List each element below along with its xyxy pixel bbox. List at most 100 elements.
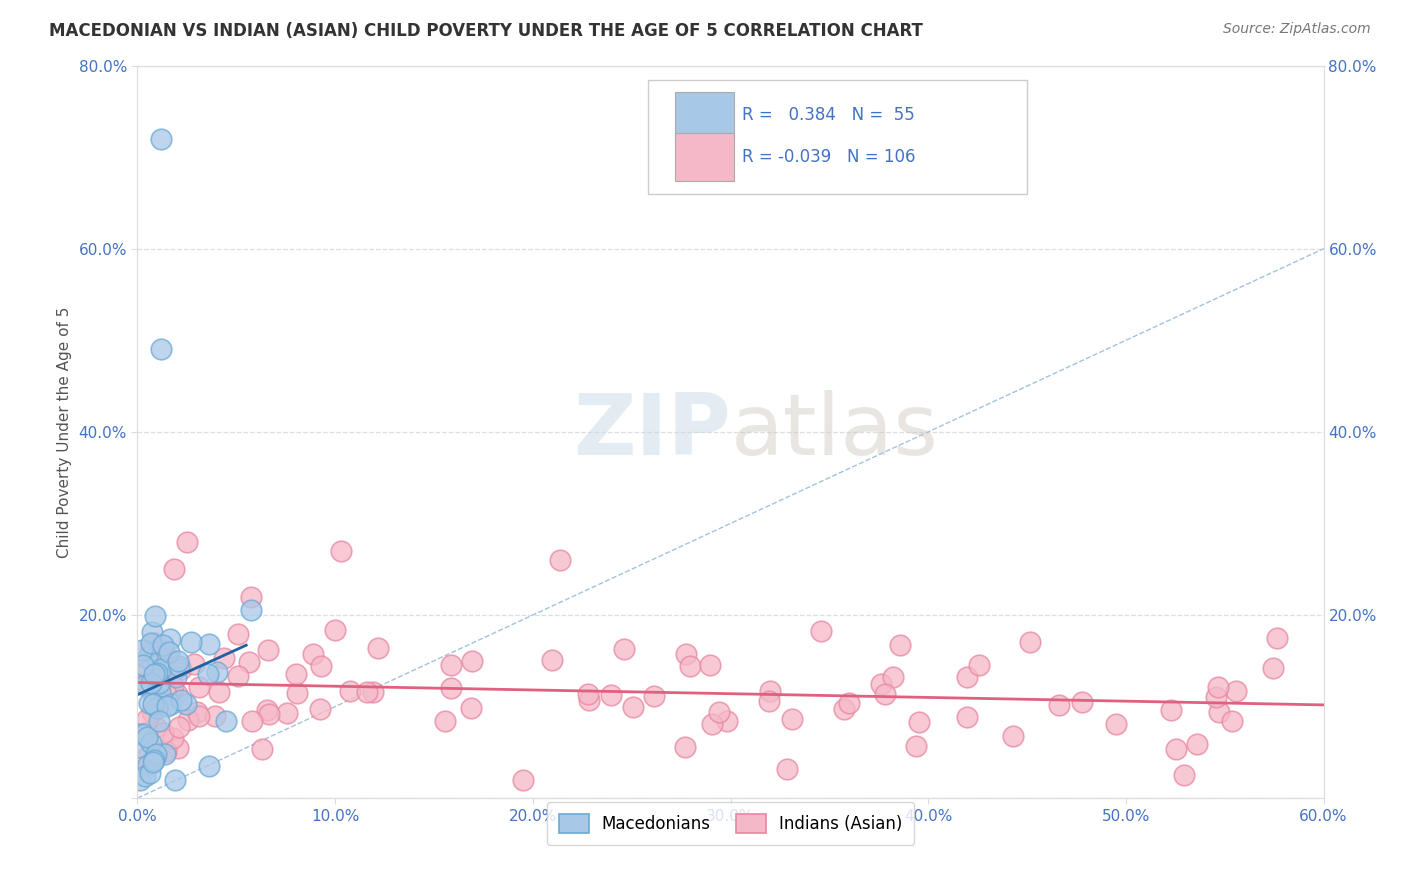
Point: [180, 634, 202, 648]
Y-axis label: Child Poverty Under the Age of 5: Child Poverty Under the Age of 5: [58, 306, 72, 558]
Point: [160, 697, 183, 711]
Point: [550, 553, 572, 567]
Point: [440, 681, 463, 695]
Point: [162, 679, 184, 693]
Point: [512, 772, 534, 787]
Point: [356, 685, 378, 699]
Point: [146, 698, 169, 713]
Point: [197, 759, 219, 773]
Point: [285, 666, 308, 681]
Point: [323, 623, 346, 637]
Point: [132, 658, 155, 673]
Point: [460, 654, 482, 668]
Point: [578, 693, 600, 707]
Point: [1001, 730, 1024, 744]
Point: [256, 643, 278, 657]
Point: [163, 562, 186, 576]
Text: MACEDONIAN VS INDIAN (ASIAN) CHILD POVERTY UNDER THE AGE OF 5 CORRELATION CHART: MACEDONIAN VS INDIAN (ASIAN) CHILD POVER…: [49, 22, 924, 40]
Point: [904, 739, 927, 754]
Point: [143, 753, 166, 767]
Point: [155, 744, 177, 758]
Point: [134, 678, 156, 692]
FancyBboxPatch shape: [675, 92, 734, 139]
Point: [150, 662, 173, 676]
Point: [1208, 706, 1230, 720]
Point: [152, 638, 174, 652]
Point: [439, 657, 461, 672]
Point: [621, 700, 644, 714]
Point: [167, 658, 190, 673]
Point: [257, 707, 280, 722]
Point: [136, 750, 159, 764]
Point: [1206, 680, 1229, 694]
Point: [145, 668, 167, 682]
Point: [143, 750, 166, 764]
Point: [150, 653, 173, 667]
Point: [716, 714, 738, 728]
Point: [204, 709, 226, 723]
Point: [276, 706, 298, 720]
Point: [162, 731, 184, 745]
Point: [776, 762, 799, 776]
Point: [146, 657, 169, 671]
Point: [238, 656, 260, 670]
Point: [679, 659, 702, 673]
Point: [197, 637, 219, 651]
Point: [131, 643, 153, 657]
Point: [226, 668, 249, 682]
Text: Source: ZipAtlas.com: Source: ZipAtlas.com: [1223, 22, 1371, 37]
Point: [183, 657, 205, 671]
Point: [145, 720, 167, 734]
Point: [600, 688, 623, 702]
Point: [187, 709, 209, 723]
Point: [134, 727, 156, 741]
Point: [134, 769, 156, 783]
Point: [758, 683, 780, 698]
Point: [155, 687, 177, 701]
Point: [176, 534, 198, 549]
Point: [155, 649, 177, 664]
Point: [139, 766, 162, 780]
Point: [136, 712, 159, 726]
Text: atlas: atlas: [731, 391, 939, 474]
Point: [167, 720, 190, 734]
Point: [141, 676, 163, 690]
Point: [141, 624, 163, 639]
Point: [127, 740, 149, 755]
Point: [613, 642, 636, 657]
Point: [1225, 683, 1247, 698]
Point: [810, 624, 832, 639]
Point: [142, 755, 165, 769]
Point: [208, 684, 231, 698]
Point: [139, 736, 162, 750]
Point: [152, 726, 174, 740]
Point: [285, 686, 308, 700]
Point: [1019, 634, 1042, 648]
Point: [329, 544, 352, 558]
Point: [197, 667, 219, 681]
Point: [367, 641, 389, 656]
Point: [1185, 737, 1208, 751]
Point: [150, 132, 173, 146]
Point: [1265, 631, 1288, 645]
Point: [832, 702, 855, 716]
Point: [780, 712, 803, 726]
Point: [889, 639, 911, 653]
Point: [838, 696, 860, 710]
Point: [361, 685, 384, 699]
Point: [707, 705, 730, 719]
Point: [145, 701, 167, 715]
Point: [1070, 695, 1092, 709]
Point: [673, 740, 696, 755]
Point: [1160, 703, 1182, 717]
Point: [141, 705, 163, 719]
Legend: Macedonians, Indians (Asian): Macedonians, Indians (Asian): [547, 802, 914, 845]
FancyBboxPatch shape: [675, 134, 734, 181]
Point: [643, 689, 665, 703]
Point: [699, 657, 721, 672]
Point: [250, 741, 273, 756]
Point: [1173, 768, 1195, 782]
Point: [1261, 661, 1284, 675]
Point: [146, 665, 169, 680]
Point: [138, 696, 160, 710]
